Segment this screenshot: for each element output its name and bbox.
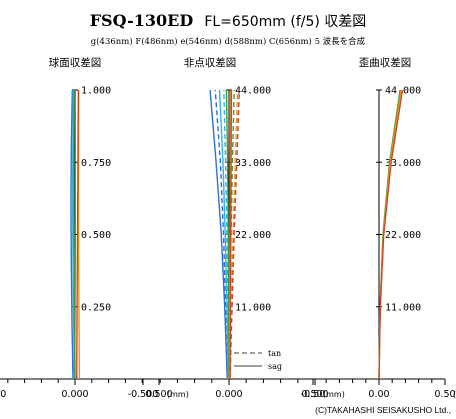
panel-1: 球面収差図 0.250 0.500 0.750 1.000 -0.500 0.000 0.50… xyxy=(0,56,189,400)
panel-2: 非点収差図 11.000 22.000 33.000 44.000 -0.500 0.000… xyxy=(128,56,345,400)
series-e-line xyxy=(73,89,76,380)
x-unit-label: (mm) xyxy=(323,390,345,399)
y-tick-label: 44.000 xyxy=(385,86,421,97)
series-g-tan-line xyxy=(214,89,228,380)
panel-3: 歪曲収差図 11.000 22.000 33.000 44.000 -0.50 0.00 0.… xyxy=(301,56,456,400)
title-model: FSQ-130ED xyxy=(90,11,194,30)
series-g-line xyxy=(70,89,74,380)
y-tick-label: 11.000 xyxy=(235,302,271,313)
x-tick-label: 0.000 xyxy=(61,389,88,400)
y-tick-label: 44.000 xyxy=(235,86,271,97)
series-e-line xyxy=(225,89,230,380)
y-tick-label: 11.000 xyxy=(385,302,421,313)
x-tick-label: 0.500 xyxy=(301,389,328,400)
y-tick-label: 22.000 xyxy=(385,230,421,241)
series-C-tan-line xyxy=(229,89,241,380)
x-tick-label: 0.50 xyxy=(434,389,455,400)
x-tick-label: -0.50 xyxy=(301,389,326,400)
figure-title: FSQ-130ED FL=650mm (f/5) 収差図 xyxy=(90,11,367,30)
x-unit-label: (mm) xyxy=(167,390,189,399)
x-tick-label: -0.500 xyxy=(0,389,6,400)
panel-title: 非点収差図 xyxy=(184,56,237,69)
y-tick-label: 22.000 xyxy=(235,230,271,241)
series-C-line xyxy=(75,89,80,380)
legend-sag-label: sag xyxy=(268,362,282,371)
figure-header: FSQ-130ED FL=650mm (f/5) 収差図 g(436nm) F(… xyxy=(90,11,367,47)
series-C-line xyxy=(378,89,404,380)
series-F-line xyxy=(71,89,76,380)
y-tick-label: 33.000 xyxy=(385,158,421,169)
series-C-line xyxy=(229,89,233,380)
x-tick-label: -0.500 xyxy=(128,389,159,400)
series-F-tan-line xyxy=(223,89,230,380)
chart-panels: 球面収差図 0.250 0.500 0.750 1.000 -0.500 0.000 0.50… xyxy=(0,56,456,400)
y-tick-label: 33.000 xyxy=(235,158,271,169)
y-tick-label: 0.250 xyxy=(81,302,111,313)
y-tick-label: 1.000 xyxy=(81,86,111,97)
panel-title: 球面収差図 xyxy=(49,56,102,69)
x-unit-label: (%) xyxy=(453,390,456,399)
x-tick-label: 0.00 xyxy=(368,389,389,400)
x-tick-label: 0.500 xyxy=(145,389,172,400)
copyright-credit: (C)TAKAHASHI SEISAKUSHO Ltd., xyxy=(315,405,451,415)
legend-tan-label: tan xyxy=(268,349,281,358)
title-rest: FL=650mm (f/5) 収差図 xyxy=(204,14,366,30)
x-tick-label: 0.000 xyxy=(215,389,242,400)
panel-title: 歪曲収差図 xyxy=(359,56,412,69)
y-tick-label: 0.750 xyxy=(81,158,111,169)
figure-subtitle: g(436nm) F(486nm) e(546nm) d(588nm) C(65… xyxy=(91,36,366,47)
y-tick-label: 0.500 xyxy=(81,230,111,241)
